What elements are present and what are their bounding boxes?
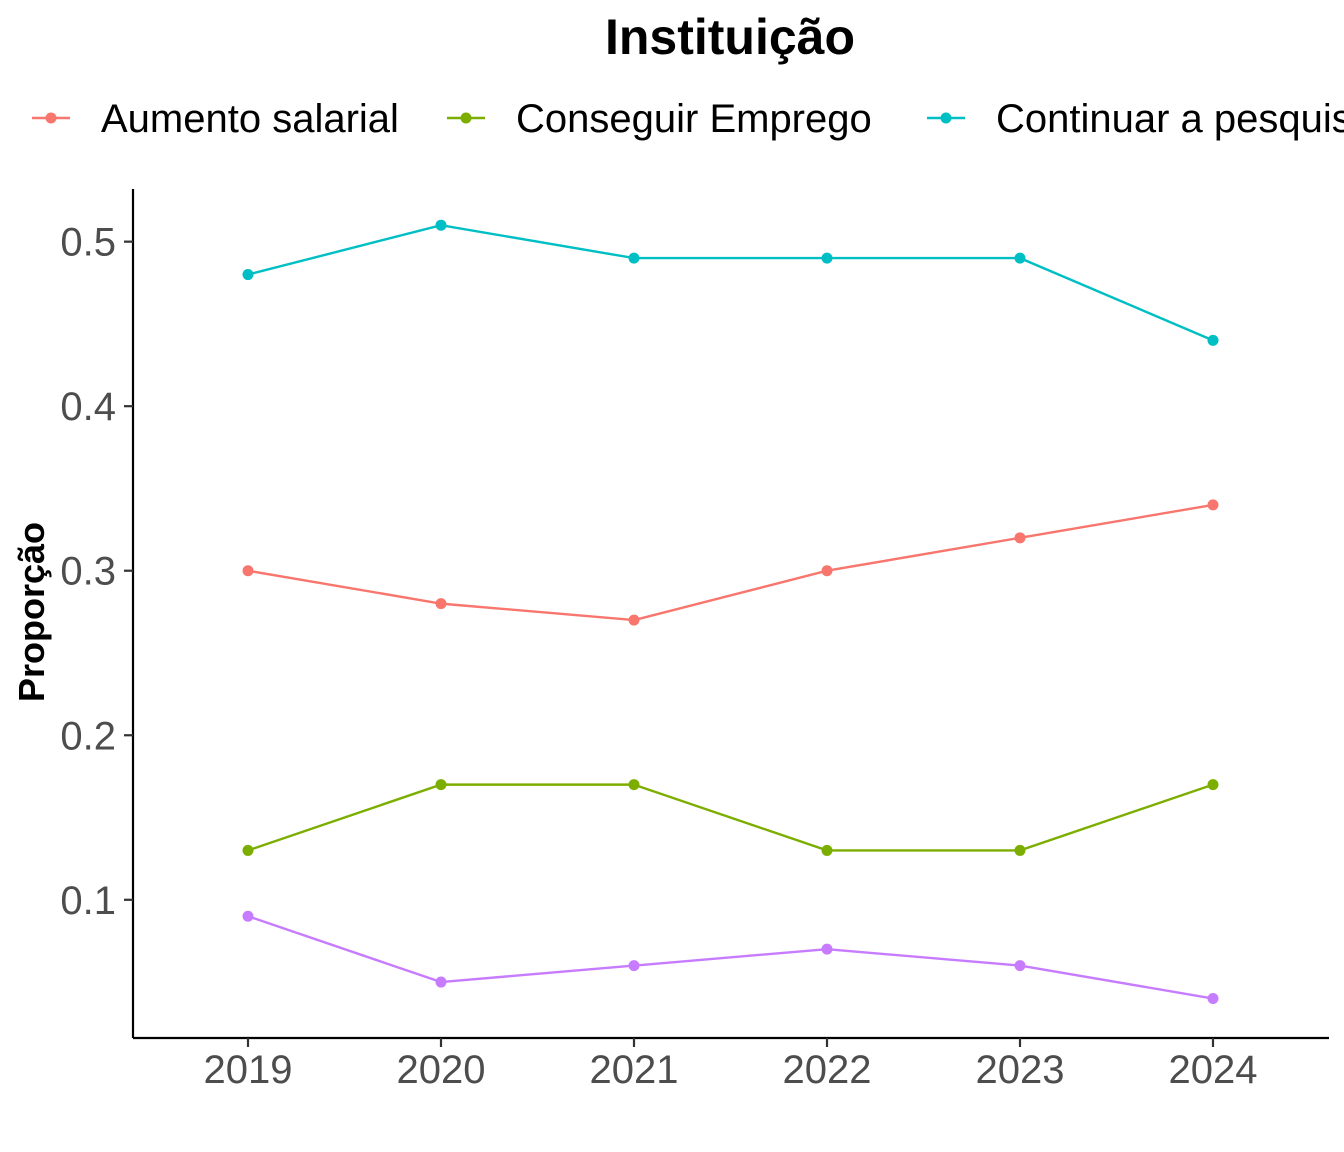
data-point <box>629 253 640 264</box>
legend-item: Aumento salarial <box>32 97 399 141</box>
data-point <box>243 911 254 922</box>
data-point <box>243 565 254 576</box>
series-0 <box>243 499 1219 625</box>
data-point <box>822 253 833 264</box>
data-point <box>1208 993 1219 1004</box>
y-tick-label: 0.5 <box>60 221 116 265</box>
data-point <box>436 779 447 790</box>
x-tick-label: 2019 <box>204 1048 293 1092</box>
legend-item: Conseguir Emprego <box>447 97 872 141</box>
x-tick-label: 2023 <box>976 1048 1065 1092</box>
series-line <box>248 785 1213 851</box>
data-point <box>822 845 833 856</box>
data-point <box>1208 335 1219 346</box>
data-point <box>436 977 447 988</box>
data-point <box>243 269 254 280</box>
series-line <box>248 916 1213 998</box>
legend-label: Conseguir Emprego <box>516 97 872 141</box>
data-point <box>1015 253 1026 264</box>
data-point <box>1015 960 1026 971</box>
y-axis-title: Proporção <box>11 522 52 702</box>
legend-key-point <box>461 113 472 124</box>
y-tick-label: 0.2 <box>60 714 116 758</box>
chart-title: Instituição <box>605 9 855 65</box>
legend: Aumento salarial Conseguir Emprego Continu… <box>32 97 1344 141</box>
series-3 <box>243 911 1219 1004</box>
y-tick-label: 0.4 <box>60 385 116 429</box>
data-point <box>629 615 640 626</box>
data-point <box>1015 845 1026 856</box>
data-point <box>1208 499 1219 510</box>
y-axis-ticks: 0.1 0.2 0.3 0.4 0.5 <box>60 221 133 923</box>
data-point <box>629 960 640 971</box>
y-tick-label: 0.3 <box>60 550 116 594</box>
series-2 <box>243 220 1219 346</box>
legend-item: Continuar a pesquisa <box>927 97 1344 141</box>
data-point <box>1208 779 1219 790</box>
legend-label: Continuar a pesquisa <box>996 97 1344 141</box>
x-tick-label: 2021 <box>590 1048 679 1092</box>
legend-key-point <box>941 113 952 124</box>
legend-key-point <box>46 113 57 124</box>
series-group <box>243 220 1219 1004</box>
data-point <box>822 944 833 955</box>
x-tick-label: 2024 <box>1169 1048 1258 1092</box>
data-point <box>822 565 833 576</box>
data-point <box>436 598 447 609</box>
data-point <box>629 779 640 790</box>
x-tick-label: 2022 <box>783 1048 872 1092</box>
data-point <box>436 220 447 231</box>
series-1 <box>243 779 1219 856</box>
series-line <box>248 505 1213 620</box>
data-point <box>1015 532 1026 543</box>
series-line <box>248 225 1213 340</box>
x-tick-label: 2020 <box>397 1048 486 1092</box>
data-point <box>243 845 254 856</box>
x-axis-ticks: 2019 2020 2021 2022 2023 2024 <box>204 1038 1258 1092</box>
legend-label: Aumento salarial <box>101 97 399 141</box>
y-tick-label: 0.1 <box>60 879 116 923</box>
